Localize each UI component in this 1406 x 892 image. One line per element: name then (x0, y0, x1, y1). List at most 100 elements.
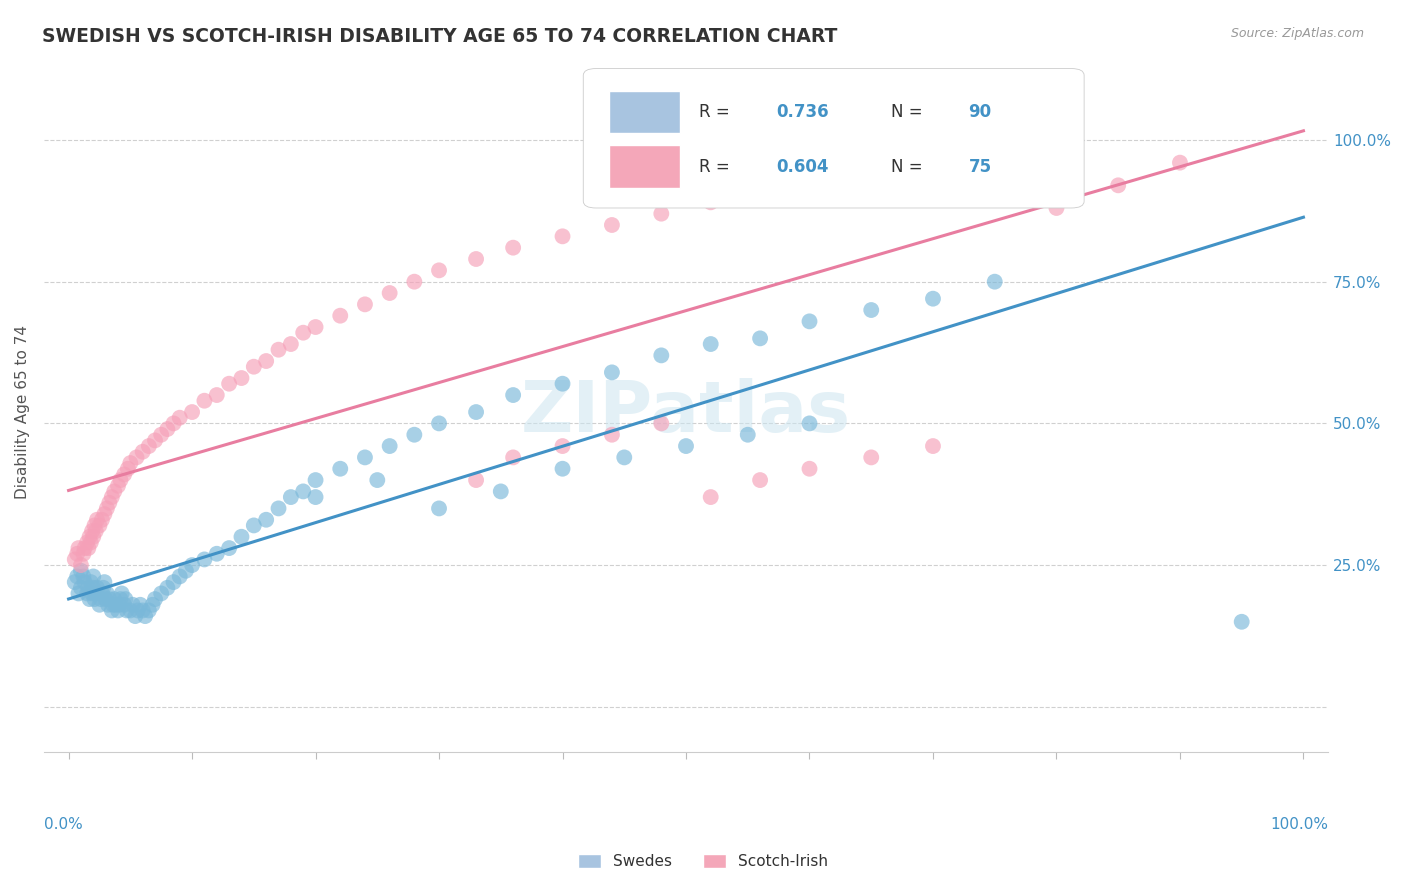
Point (267, 501, 290, 516)
Point (675, 439, 697, 453)
Point (125, 450, 148, 465)
Point (98, 496, 121, 510)
Point (737, 427, 759, 442)
FancyBboxPatch shape (609, 91, 679, 133)
Point (138, 439, 160, 453)
Point (169, 410, 191, 425)
Point (231, 371, 253, 385)
Point (193, 552, 215, 566)
Point (73, 541, 96, 555)
Point (502, 241, 524, 255)
Text: SWEDISH VS SCOTCH-IRISH DISABILITY AGE 65 TO 74 CORRELATION CHART: SWEDISH VS SCOTCH-IRISH DISABILITY AGE 6… (42, 27, 838, 45)
Point (404, 427, 426, 442)
Point (70, 581, 93, 595)
Point (129, 598, 152, 612)
Legend: Swedes, Scotch-Irish: Swedes, Scotch-Irish (572, 848, 834, 875)
Point (489, 484, 512, 499)
Point (378, 439, 401, 453)
Point (77, 541, 100, 555)
Point (73, 575, 96, 590)
Point (243, 359, 266, 374)
Point (304, 473, 326, 487)
Point (79, 592, 101, 607)
Point (98, 592, 121, 607)
Point (91, 581, 114, 595)
Point (193, 393, 215, 408)
Point (378, 285, 401, 300)
Point (77, 581, 100, 595)
Point (465, 405, 488, 419)
Point (67, 541, 90, 555)
FancyBboxPatch shape (609, 145, 679, 187)
Point (90, 513, 112, 527)
Point (84, 524, 107, 538)
Point (218, 376, 240, 391)
Point (89, 598, 111, 612)
Point (103, 484, 125, 499)
Point (150, 586, 173, 600)
Point (93, 575, 115, 590)
Point (83, 592, 105, 607)
Point (231, 530, 253, 544)
Point (83, 518, 105, 533)
Point (70, 558, 93, 573)
Point (107, 479, 129, 493)
Text: 0.604: 0.604 (776, 158, 828, 176)
Point (162, 417, 184, 431)
Point (80, 575, 103, 590)
Point (465, 252, 488, 266)
Point (205, 388, 228, 402)
Point (613, 450, 636, 465)
Point (366, 473, 388, 487)
Y-axis label: Disability Age 65 to 74: Disability Age 65 to 74 (15, 325, 30, 499)
Point (218, 541, 240, 555)
Text: 100.0%: 100.0% (1270, 817, 1329, 831)
Point (131, 444, 153, 458)
Point (156, 581, 179, 595)
Point (143, 434, 166, 448)
Point (63, 552, 86, 566)
Point (922, 439, 945, 453)
Point (292, 484, 315, 499)
Point (80, 535, 103, 549)
Point (134, 609, 156, 624)
Point (79, 530, 101, 544)
Point (114, 592, 136, 607)
Point (600, 218, 623, 232)
Point (127, 603, 149, 617)
Point (101, 598, 124, 612)
Point (267, 343, 290, 357)
Point (90, 592, 112, 607)
Point (96, 586, 118, 600)
Point (860, 161, 883, 176)
Text: 0.736: 0.736 (776, 103, 828, 121)
Point (84, 586, 107, 600)
Point (138, 603, 160, 617)
Point (292, 326, 315, 340)
Point (110, 592, 132, 607)
Point (169, 569, 191, 583)
Point (354, 297, 377, 311)
Point (1168, 155, 1191, 169)
Point (1230, 615, 1253, 629)
Point (115, 603, 138, 617)
Point (427, 417, 450, 431)
Point (131, 603, 153, 617)
Point (66, 547, 89, 561)
Point (205, 547, 228, 561)
Point (983, 275, 1005, 289)
Point (354, 450, 377, 465)
Point (600, 427, 623, 442)
Point (983, 138, 1005, 153)
Point (254, 354, 277, 368)
Point (799, 461, 821, 475)
Point (280, 490, 302, 504)
Point (72, 547, 94, 561)
Point (82, 581, 104, 595)
Text: N =: N = (891, 103, 924, 121)
Point (89, 518, 111, 533)
Point (502, 450, 524, 465)
Point (749, 331, 772, 345)
Point (93, 507, 115, 521)
FancyBboxPatch shape (583, 69, 1084, 208)
